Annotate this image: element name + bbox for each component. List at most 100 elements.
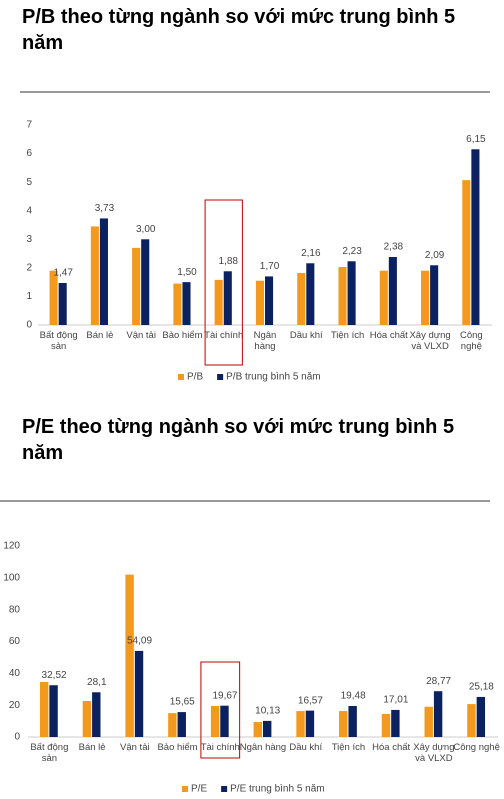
x-tick-label-box: Bảo hiểm	[162, 330, 203, 341]
value-label: 25,18	[469, 682, 494, 693]
value-label: 17,01	[383, 695, 408, 706]
x-tick-label: Bán lẻ	[86, 330, 114, 341]
bar	[339, 711, 348, 737]
legend-label: P/B	[187, 372, 203, 383]
x-tick-label-box: Tài chính	[201, 742, 240, 753]
y-tick-label: 120	[3, 541, 20, 552]
x-tick-label: Công nghệ	[453, 742, 500, 753]
chart-title-box: P/B theo từng ngành so với mức trung bìn…	[22, 6, 456, 54]
x-tick-label-box: Hóa chất	[369, 330, 408, 341]
legend-swatch	[182, 786, 188, 792]
x-tick-label: Hóa chất	[369, 330, 408, 341]
value-label: 2,16	[301, 248, 321, 259]
bar	[82, 701, 92, 737]
y-tick-label: 60	[9, 636, 21, 647]
bar	[49, 685, 58, 737]
bar	[381, 713, 391, 737]
value-label: 28,1	[87, 677, 107, 688]
bar	[430, 265, 439, 325]
x-tick-label: Công nghệ	[459, 330, 483, 352]
highlight-box	[204, 199, 243, 366]
x-tick-label-box: Bất động sản	[30, 742, 69, 764]
chart-title-box: P/E theo từng ngành so với mức trung bìn…	[22, 416, 455, 464]
bar	[223, 271, 232, 325]
bar	[134, 650, 144, 737]
value-label: 32,52	[42, 670, 67, 681]
bar	[379, 270, 388, 325]
x-tick-label-box: Ngân hàng	[253, 330, 277, 352]
bar	[347, 261, 356, 325]
chart-title: P/E theo từng ngành so với mức trung bìn…	[22, 416, 455, 464]
legend-swatch	[221, 786, 228, 792]
y-tick-label: 0	[26, 320, 32, 331]
y-tick-label: 1	[26, 291, 32, 302]
bar	[306, 263, 315, 325]
x-tick-label-box: Tiện ích	[331, 742, 366, 753]
x-tick-label-box: Tài chính	[204, 330, 243, 341]
y-tick-label: 7	[26, 120, 32, 131]
value-label: 6,15	[466, 134, 486, 145]
value-label: 1,88	[219, 256, 239, 267]
x-tick-label: Ngân hàng	[239, 742, 287, 753]
bar	[182, 282, 191, 325]
bar	[391, 709, 400, 737]
y-tick-label: 100	[3, 572, 20, 583]
x-tick-label: Tiện ích	[331, 742, 366, 753]
x-tick-label-box: Dầu khí	[289, 742, 323, 753]
x-tick-label-box: Xây dựng và VLXD	[413, 742, 454, 764]
x-tick-label: Bảo hiểm	[157, 742, 198, 753]
value-label: 1,50	[177, 267, 197, 278]
highlight-box	[200, 661, 241, 759]
x-tick-label-box: Bán lẻ	[86, 330, 114, 341]
value-label: 28,77	[426, 676, 451, 687]
bar	[92, 692, 101, 737]
x-tick-label-box: Tiện ích	[330, 330, 365, 341]
bar	[462, 180, 471, 325]
bar	[99, 218, 108, 325]
bar	[467, 704, 476, 737]
x-tick-label: Bảo hiểm	[162, 330, 203, 341]
value-label: 2,09	[425, 250, 445, 261]
y-tick-label: 6	[26, 148, 32, 159]
x-tick-label: Dầu khí	[289, 330, 323, 341]
bar	[210, 705, 220, 737]
bar	[265, 276, 274, 325]
bar	[220, 705, 229, 737]
x-tick-label-box: Dầu khí	[289, 330, 323, 341]
x-tick-label-box: Hóa chất	[372, 742, 411, 753]
legend-swatch	[217, 374, 224, 380]
x-tick-label: Tiện ích	[330, 330, 365, 341]
legend-label: P/E trung bình 5 năm	[230, 784, 325, 795]
y-tick-label: 3	[26, 234, 32, 245]
bar	[125, 574, 134, 737]
legend-label: P/B trung bình 5 năm	[226, 372, 321, 383]
bar	[132, 247, 141, 325]
value-label: 2,38	[384, 242, 404, 253]
bar	[424, 706, 433, 737]
bar	[433, 691, 443, 737]
x-tick-label: Bán lẻ	[78, 742, 106, 753]
x-tick-label: Dầu khí	[289, 742, 323, 753]
bar	[388, 257, 397, 325]
bar	[296, 711, 305, 737]
value-label: 1,47	[53, 268, 73, 279]
y-tick-label: 20	[9, 700, 21, 711]
value-label: 2,23	[342, 246, 362, 257]
bar	[305, 710, 315, 737]
x-tick-label: Ngân hàng	[253, 330, 277, 352]
x-tick-label: Hóa chất	[372, 742, 411, 753]
bar	[338, 267, 347, 325]
bar	[39, 681, 49, 737]
bar	[168, 713, 177, 737]
x-tick-label: Bất động sản	[30, 742, 69, 764]
y-tick-label: 2	[26, 262, 32, 273]
bar	[476, 696, 486, 737]
value-label: 19,67	[212, 690, 237, 701]
x-tick-label: Bất động sản	[39, 330, 78, 352]
bar	[253, 722, 262, 737]
x-tick-label-box: Ngân hàng	[239, 742, 287, 753]
x-tick-label-box: Vận tải	[120, 742, 150, 753]
value-label: 16,57	[298, 695, 323, 706]
chart-title: P/B theo từng ngành so với mức trung bìn…	[22, 6, 456, 54]
value-label: 10,13	[255, 706, 280, 717]
